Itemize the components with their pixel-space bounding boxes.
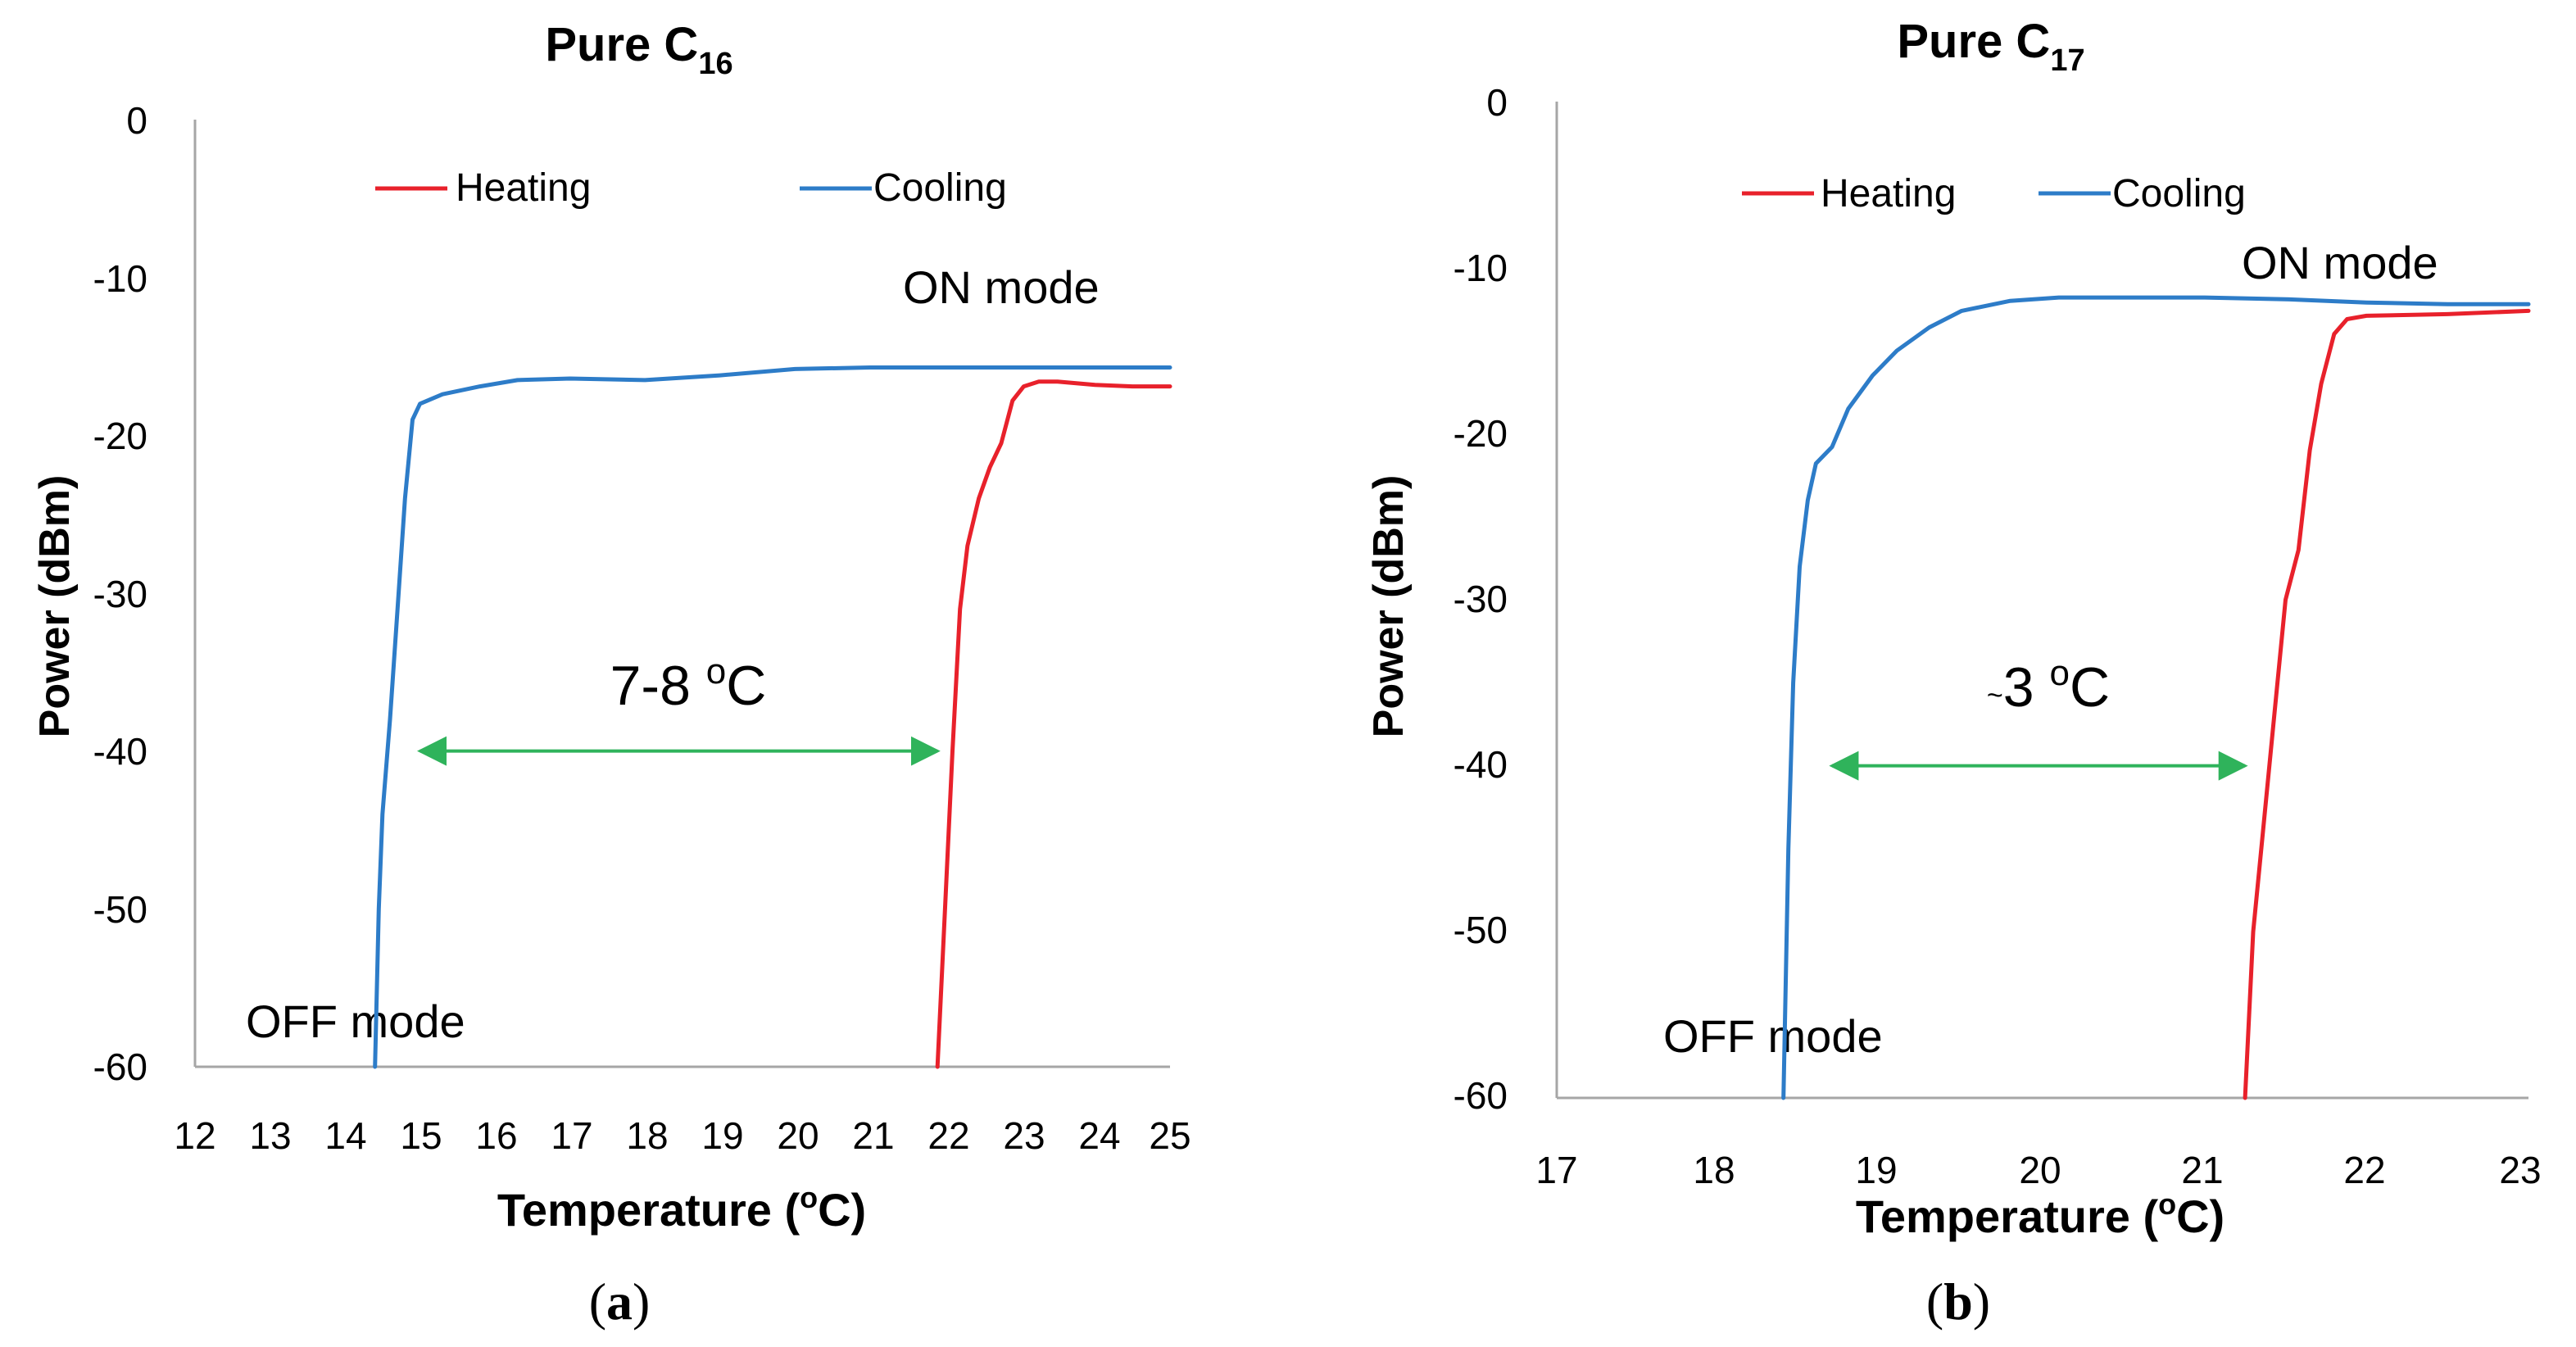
x-tick-labels-a: 12 13 14 15 16 17 18 19 20 21 22 23 24 2… — [174, 1114, 1190, 1157]
series-cooling-line — [1781, 295, 2531, 1100]
legend-label-cooling: Cooling — [873, 166, 1007, 210]
x-tick-label: 23 — [1003, 1114, 1045, 1157]
chart-panel-b: Pure C17 0 -10 -20 -30 -40 -50 -60 17 18… — [1365, 15, 2542, 1242]
y-tick-labels-b: 0 -10 -20 -30 -40 -50 -60 — [1454, 81, 1508, 1117]
x-tick-label: 20 — [2019, 1149, 2061, 1191]
x-tick-labels-b: 17 18 19 20 21 22 23 — [1535, 1149, 2541, 1191]
x-axis-title-a: Temperature (oC) — [497, 1181, 866, 1236]
x-axis-title-b: Temperature (oC) — [1856, 1187, 2225, 1242]
y-tick-label: -60 — [1454, 1074, 1508, 1117]
y-tick-label: -40 — [1454, 743, 1508, 786]
plot-area-a — [193, 120, 1172, 1069]
x-tick-label: 19 — [1855, 1149, 1897, 1191]
y-axis-title-a: Power (dBm) — [31, 475, 79, 738]
x-tick-label: 18 — [1693, 1149, 1735, 1191]
chart-panel-a: Pure C16 0 -10 -20 -30 -40 -50 -60 12 13… — [31, 18, 1191, 1236]
legend-label-heating: Heating — [456, 166, 591, 210]
legend-label-heating: Heating — [1821, 172, 1956, 215]
on-mode-label-b: ON mode — [2242, 237, 2438, 288]
legend-label-cooling: Cooling — [2112, 172, 2246, 215]
plot-area-b — [1555, 102, 2531, 1100]
y-tick-label: -10 — [1454, 247, 1508, 289]
y-tick-label: -20 — [93, 415, 147, 457]
panel-caption-b: (b) — [1926, 1272, 1990, 1331]
x-tick-label: 12 — [174, 1114, 215, 1157]
series-heating-line — [2243, 308, 2531, 1100]
x-tick-label: 25 — [1149, 1114, 1190, 1157]
x-tick-label: 15 — [400, 1114, 442, 1157]
legend-b: Heating Cooling — [1742, 172, 2246, 215]
series-cooling-line — [373, 365, 1172, 1069]
x-tick-label: 24 — [1078, 1114, 1120, 1157]
y-tick-label: -30 — [93, 573, 147, 615]
x-tick-label: 20 — [777, 1114, 819, 1157]
y-tick-label: -40 — [93, 730, 147, 773]
off-mode-label-a: OFF mode — [246, 996, 465, 1047]
y-tick-label: -60 — [93, 1045, 147, 1088]
x-tick-label: 22 — [2343, 1149, 2385, 1191]
x-tick-label: 14 — [324, 1114, 366, 1157]
x-tick-label: 16 — [475, 1114, 517, 1157]
hysteresis-label-b: ~3 oC — [1987, 653, 2110, 719]
x-tick-label: 22 — [927, 1114, 969, 1157]
x-tick-label: 21 — [2181, 1149, 2223, 1191]
x-tick-label: 13 — [249, 1114, 291, 1157]
y-tick-label: -10 — [93, 257, 147, 300]
x-tick-label: 18 — [626, 1114, 668, 1157]
x-tick-label: 19 — [701, 1114, 743, 1157]
on-mode-label-a: ON mode — [903, 261, 1100, 313]
panel-caption-a: (a) — [589, 1272, 651, 1331]
y-tick-label: -50 — [1454, 909, 1508, 951]
y-tick-label: -20 — [1454, 412, 1508, 455]
x-tick-label: 17 — [1535, 1149, 1577, 1191]
x-tick-label: 23 — [2499, 1149, 2541, 1191]
y-tick-label: 0 — [126, 99, 147, 142]
y-tick-label: 0 — [1486, 81, 1508, 124]
hysteresis-label-a: 7-8 oC — [610, 651, 767, 717]
x-tick-label: 17 — [551, 1114, 592, 1157]
y-axis-title-b: Power (dBm) — [1365, 475, 1413, 738]
chart-title-b: Pure C17 — [1897, 15, 2084, 78]
y-tick-labels-a: 0 -10 -20 -30 -40 -50 -60 — [93, 99, 147, 1088]
legend-a: Heating Cooling — [375, 166, 1007, 210]
y-tick-label: -30 — [1454, 578, 1508, 620]
y-tick-label: -50 — [93, 888, 147, 931]
off-mode-label-b: OFF mode — [1663, 1010, 1883, 1062]
x-tick-label: 21 — [852, 1114, 894, 1157]
series-heating-line — [935, 379, 1172, 1069]
chart-title-a: Pure C16 — [545, 18, 732, 81]
